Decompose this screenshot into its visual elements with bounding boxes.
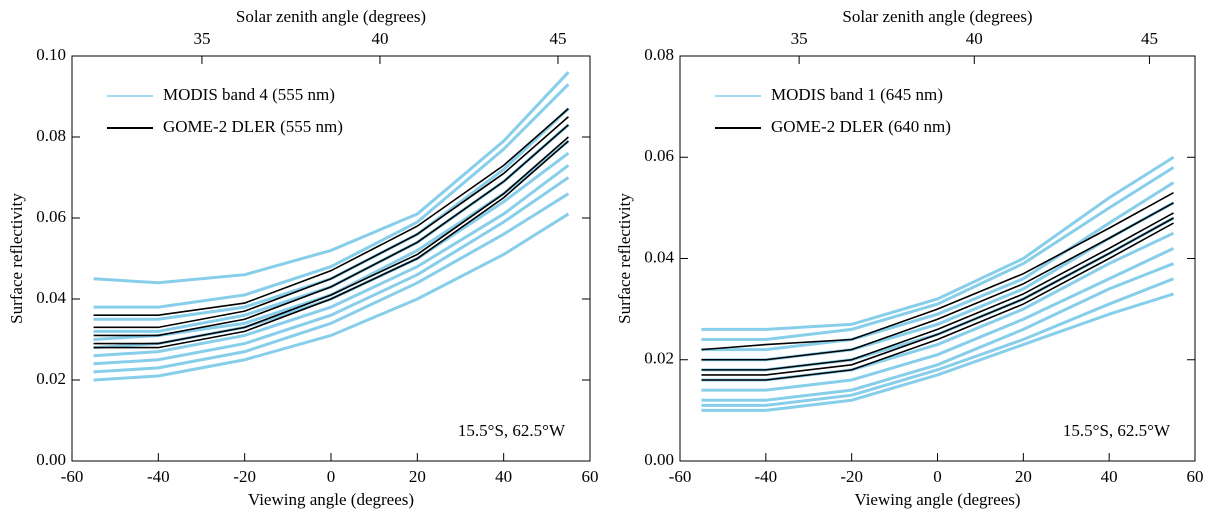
series-line [93,116,569,329]
x-tick-label: 20 [409,467,426,486]
series-line [93,124,569,337]
x2-tick-label: 35 [791,29,808,48]
x-axis-label: Viewing angle (degrees) [854,490,1020,509]
x2-tick-label: 40 [371,29,388,48]
y-tick-label: 0.06 [36,207,66,226]
y-tick-label: 0.02 [644,349,674,368]
x2-tick-label: 40 [966,29,983,48]
series-line [93,71,570,285]
x-tick-label: -20 [840,467,863,486]
x-tick-label: 60 [1187,467,1204,486]
y-axis-label: Surface reflectivity [615,193,634,324]
x-tick-label: 0 [933,467,942,486]
x-tick-label: -60 [669,467,692,486]
x-tick-label: 40 [495,467,512,486]
annotation: 15.5°S, 62.5°W [1063,421,1171,440]
y-axis-label: Surface reflectivity [7,193,26,324]
y-tick-label: 0.08 [644,45,674,64]
x-tick-label: 20 [1015,467,1032,486]
x-tick-label: -60 [61,467,84,486]
series-line [701,202,1174,361]
legend-label: GOME-2 DLER (555 nm) [163,117,343,136]
x2-axis-label: Solar zenith angle (degrees) [842,7,1032,26]
legend-label: MODIS band 4 (555 nm) [163,85,335,104]
y-tick-label: 0.00 [36,450,66,469]
series-line [93,83,570,309]
series-line [701,181,1175,352]
series-line [701,191,1174,351]
series-line [93,136,569,345]
legend-label: GOME-2 DLER (640 nm) [771,117,951,136]
y-tick-label: 0.00 [644,450,674,469]
x-tick-label: -40 [147,467,170,486]
y-tick-label: 0.04 [644,247,674,266]
series-line [93,164,570,358]
x-tick-label: -20 [233,467,256,486]
series-line [701,212,1174,371]
series-line [93,192,570,374]
series-line [701,217,1174,376]
x2-axis-label: Solar zenith angle (degrees) [236,7,426,26]
y-tick-label: 0.04 [36,288,66,307]
y-tick-label: 0.02 [36,369,66,388]
series-line [701,166,1175,341]
y-tick-label: 0.06 [644,146,674,165]
series-line [93,140,569,349]
x-tick-label: 0 [327,467,336,486]
x2-tick-label: 45 [1141,29,1158,48]
x-tick-label: 60 [582,467,599,486]
series-line [701,292,1174,412]
series-line [93,108,569,316]
series-line [93,176,570,366]
annotation: 15.5°S, 62.5°W [458,421,566,440]
series-line [701,247,1175,392]
x-axis-label: Viewing angle (degrees) [248,490,414,509]
legend-label: MODIS band 1 (645 nm) [771,85,943,104]
series-line [701,222,1174,381]
x2-tick-label: 45 [549,29,566,48]
y-tick-label: 0.08 [36,126,66,145]
y-tick-label: 0.10 [36,45,66,64]
x2-tick-label: 35 [193,29,210,48]
series-line [701,277,1175,407]
x-tick-label: -40 [754,467,777,486]
series-line [93,212,570,382]
series-line [701,262,1175,402]
series-line [701,155,1175,331]
x-tick-label: 40 [1101,467,1118,486]
